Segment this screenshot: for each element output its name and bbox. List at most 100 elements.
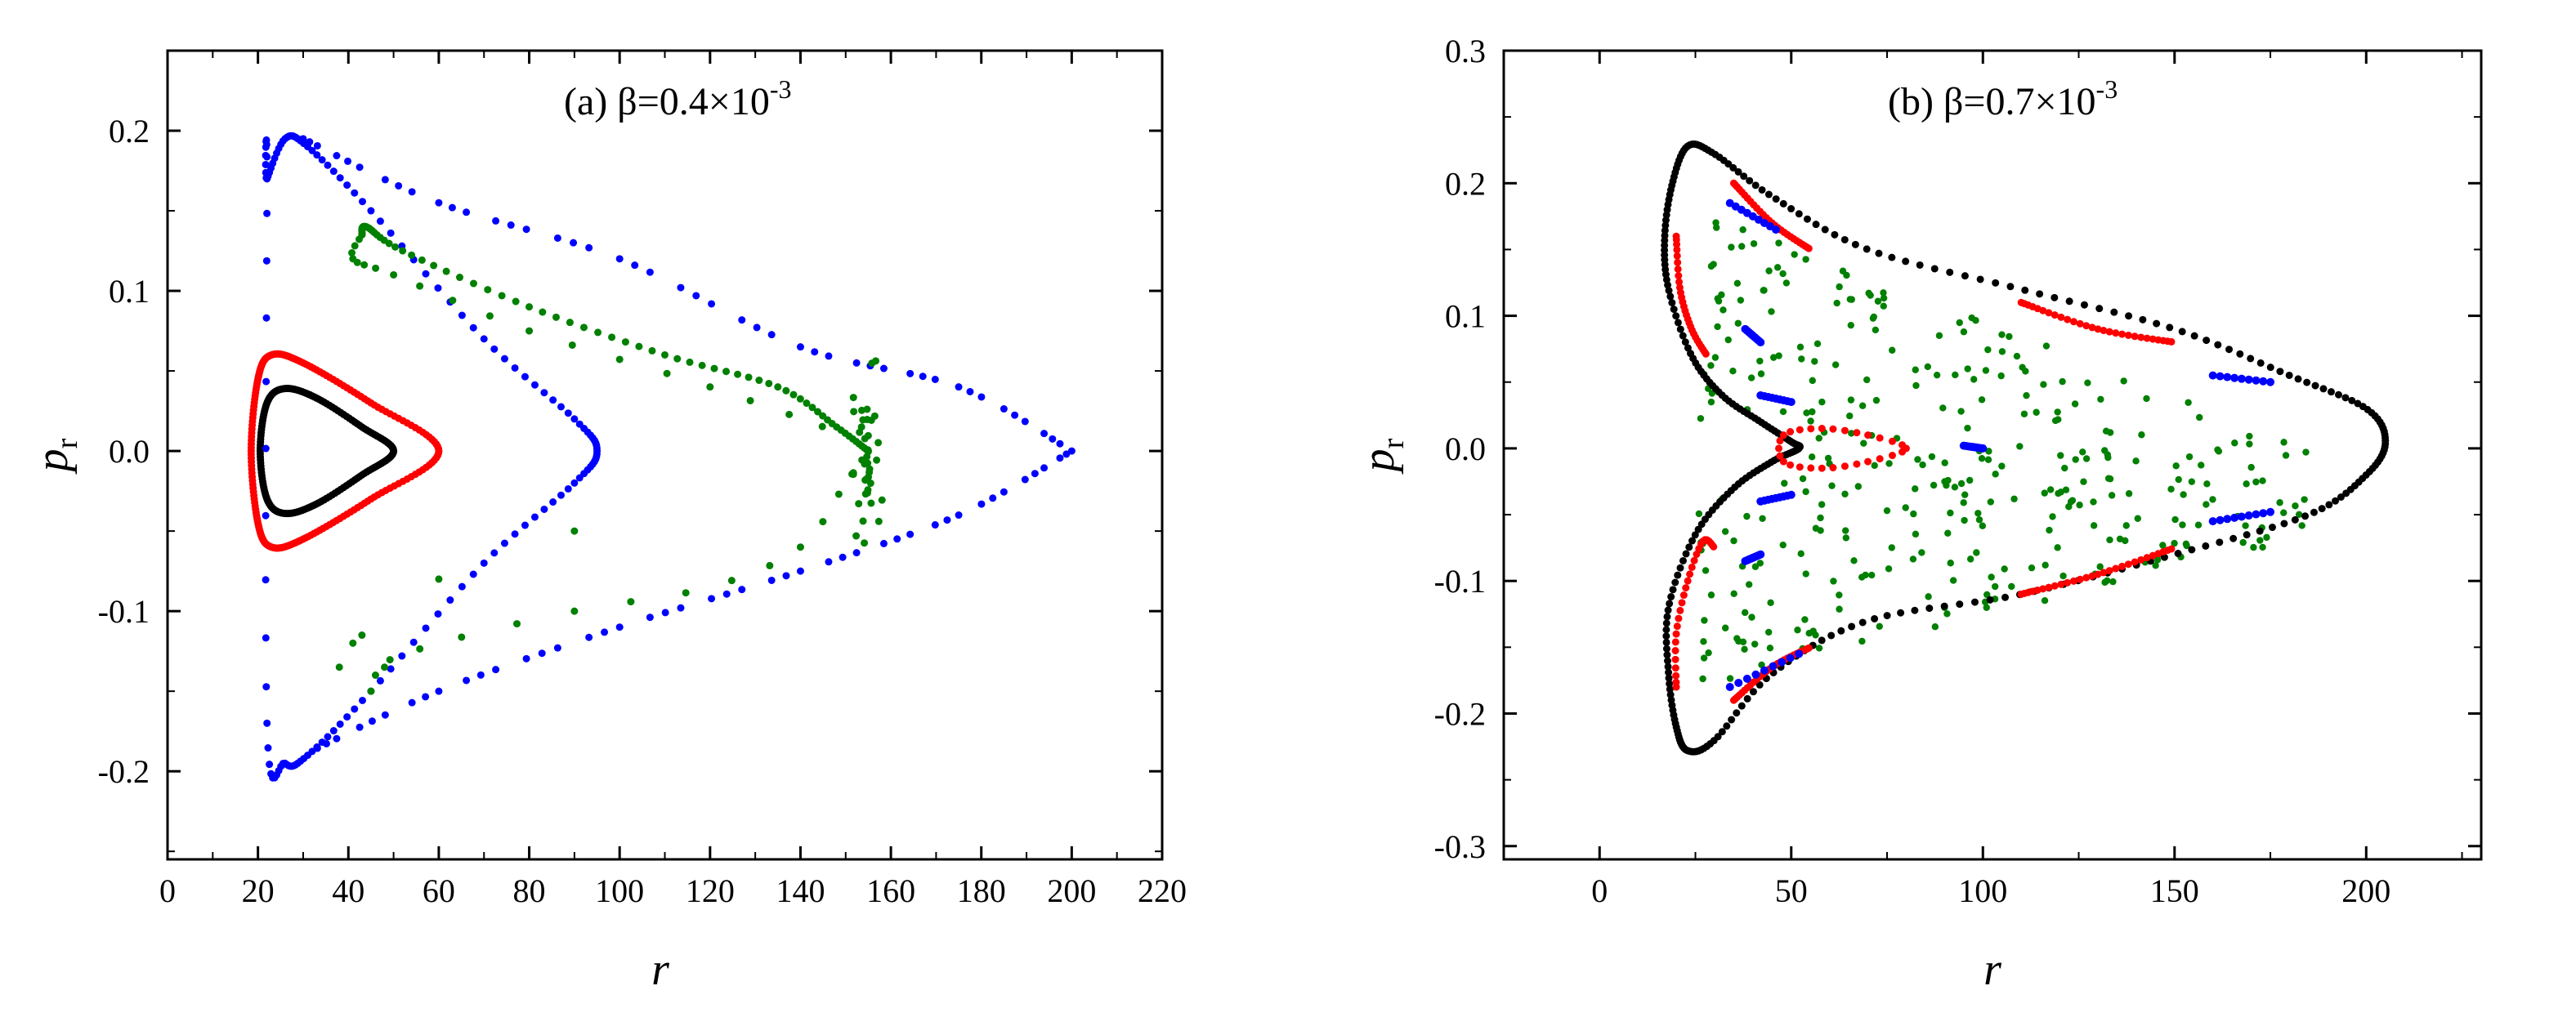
data-point-blue <box>262 511 270 520</box>
data-point-blue <box>2237 374 2246 383</box>
data-point-green <box>1847 321 1854 329</box>
data-point-blue <box>368 717 376 725</box>
data-point-black <box>2021 286 2029 294</box>
data-point-green <box>1721 528 1729 535</box>
data-point-black <box>2334 390 2342 399</box>
data-point-blue <box>306 138 314 146</box>
data-point-blue <box>646 613 654 622</box>
data-point-green <box>2001 565 2008 573</box>
data-point-black <box>1664 606 1672 614</box>
data-point-green <box>1957 480 1966 488</box>
data-point-blue <box>2266 377 2275 386</box>
data-point-black <box>1746 176 1754 185</box>
data-point-red <box>1776 437 1784 445</box>
data-point-green <box>2302 448 2310 456</box>
data-point-red <box>1672 630 1680 638</box>
data-point-black <box>1671 578 1679 587</box>
data-point-red <box>2124 331 2132 339</box>
data-point-green <box>2084 379 2091 386</box>
data-point-blue <box>767 576 776 584</box>
data-point-green <box>1700 654 1708 662</box>
data-point-green <box>2008 582 2015 591</box>
y-tick-label: 0.1 <box>109 273 150 310</box>
data-point-red <box>2069 318 2077 326</box>
data-point-green <box>1805 630 1813 637</box>
data-point-blue <box>395 181 403 190</box>
data-point-green <box>710 364 718 372</box>
data-point-red <box>1829 425 1837 433</box>
data-point-green <box>2276 499 2283 506</box>
data-point-green <box>1956 319 1963 327</box>
data-point-black <box>1758 185 1766 194</box>
data-point-blue <box>351 189 359 197</box>
data-point-green <box>2049 513 2056 520</box>
data-point-blue <box>2230 513 2239 522</box>
data-point-red <box>1807 464 1815 472</box>
data-point-green <box>1743 512 1751 520</box>
data-point-green <box>1779 541 1787 549</box>
data-point-green <box>673 355 682 363</box>
data-point-green <box>1964 365 1971 372</box>
data-point-green <box>353 258 361 266</box>
data-point-black <box>1916 261 1924 269</box>
data-point-blue <box>262 151 270 159</box>
data-point-green <box>1978 396 1986 404</box>
data-point-blue <box>557 491 565 499</box>
data-point-green <box>2203 480 2211 488</box>
data-point-black <box>1667 593 1675 601</box>
data-point-green <box>1885 460 1893 467</box>
data-point-black <box>2318 505 2326 513</box>
data-point-green <box>2282 452 2290 459</box>
data-point-black <box>2294 375 2302 383</box>
data-point-red <box>1779 457 1787 466</box>
data-point-black <box>1795 210 1803 218</box>
data-point-black <box>1665 287 1673 295</box>
data-point-blue <box>522 654 530 662</box>
data-point-black <box>1911 606 1919 614</box>
data-point-red <box>1674 258 1682 266</box>
data-point-green <box>1944 476 1952 484</box>
data-point-red <box>1693 551 1701 559</box>
data-point-blue <box>408 188 416 196</box>
data-point-blue <box>322 739 330 747</box>
data-point-green <box>834 490 843 498</box>
data-point-black <box>1796 444 1804 452</box>
data-point-green <box>435 575 443 583</box>
data-point-red <box>2051 311 2059 319</box>
data-point-blue <box>469 323 477 332</box>
data-point-green <box>2016 443 2024 450</box>
data-point-red <box>1840 462 1849 471</box>
data-point-green <box>2132 457 2140 465</box>
data-point-black <box>1840 235 1849 243</box>
data-point-green <box>1888 544 1895 551</box>
data-point-blue <box>564 409 572 417</box>
data-point-green <box>2040 381 2047 388</box>
data-point-black <box>2341 394 2350 402</box>
data-point-green <box>873 456 881 464</box>
data-point-black <box>1676 564 1684 572</box>
data-point-green <box>2090 498 2097 506</box>
data-point-green <box>1802 488 1809 496</box>
data-point-blue <box>2252 376 2261 385</box>
data-point-green <box>861 475 870 484</box>
data-point-green <box>399 247 407 255</box>
data-point-blue <box>500 539 508 547</box>
data-point-green <box>1914 456 1921 463</box>
data-point-black <box>1662 632 1670 640</box>
data-point-blue <box>575 474 584 482</box>
data-point-blue <box>2216 515 2225 524</box>
data-point-black <box>1662 638 1670 646</box>
data-point-black <box>1688 537 1697 545</box>
data-point-green <box>1848 430 1855 437</box>
y-tick-label: 0.3 <box>1445 33 1486 69</box>
data-point-blue <box>2223 372 2232 381</box>
data-point-blue <box>351 705 359 713</box>
data-point-red <box>2088 572 2096 580</box>
data-point-black <box>2285 371 2293 379</box>
data-point-black <box>2327 388 2335 396</box>
data-point-green <box>1711 354 1720 361</box>
data-point-green <box>1794 627 1801 634</box>
data-point-black <box>2080 301 2088 309</box>
data-point-red <box>1702 350 1710 358</box>
data-point-blue <box>2252 510 2261 519</box>
